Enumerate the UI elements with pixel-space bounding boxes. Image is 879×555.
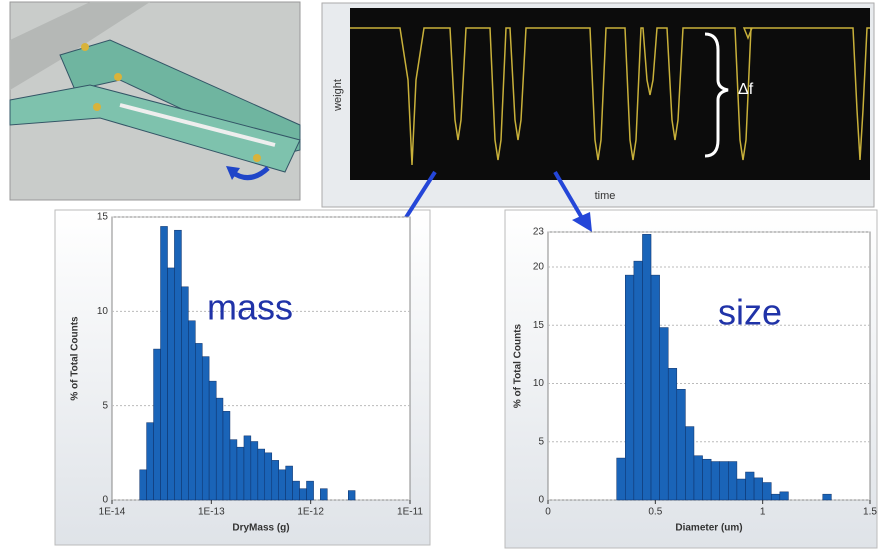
bar [348, 490, 356, 501]
bar [633, 260, 643, 501]
bar [188, 320, 196, 501]
y-tick-label: 15 [97, 212, 109, 223]
bar [693, 455, 703, 501]
y-tick-label: 0 [538, 495, 544, 506]
bar [736, 478, 746, 501]
y-tick-label: 20 [533, 262, 545, 273]
bar [719, 461, 729, 501]
annotation: mass [207, 287, 293, 328]
bar [625, 274, 635, 501]
y-tick-label: 23 [533, 227, 545, 238]
bar [771, 493, 781, 501]
x-tick-label: 1E-12 [297, 507, 324, 518]
bar [306, 480, 314, 501]
trace-x-label: time [595, 190, 616, 202]
bar [257, 448, 266, 501]
bar [229, 439, 238, 501]
x-tick-label: 0 [545, 507, 551, 518]
bar [299, 488, 307, 501]
trace-panel: Δf weight time [321, 2, 875, 208]
bar [667, 368, 678, 501]
bar [153, 348, 161, 501]
bar [710, 461, 720, 501]
bar [215, 397, 224, 501]
x-tick-label: 1E-11 [397, 507, 423, 518]
bar [642, 234, 652, 501]
bar [271, 460, 279, 501]
bar [702, 458, 712, 501]
bar [222, 411, 231, 501]
bar [243, 435, 252, 501]
bar [174, 229, 182, 501]
x-tick-label: 1.5 [863, 507, 877, 518]
bar [264, 452, 273, 501]
bar [753, 477, 763, 501]
y-tick-label: 10 [97, 306, 109, 317]
bar [181, 286, 189, 501]
bar [146, 422, 154, 501]
bar [659, 327, 669, 501]
y-tick-label: 0 [102, 495, 108, 506]
trace-annotation: Δf [738, 81, 754, 98]
y-tick-label: 10 [533, 378, 545, 389]
bar [236, 446, 245, 501]
bar [167, 267, 175, 501]
x-tick-label: 1E-14 [99, 507, 126, 518]
channel-diagram [9, 1, 301, 201]
trace-y-label: weight [332, 79, 344, 112]
x-tick-label: 0.5 [648, 507, 662, 518]
bar [195, 343, 203, 501]
bar [685, 426, 695, 501]
bar [676, 389, 686, 501]
bar [208, 380, 217, 501]
y-tick-label: 5 [538, 436, 544, 447]
y-tick-label: 5 [102, 400, 108, 411]
bar [762, 482, 772, 501]
bar [139, 469, 147, 501]
x-axis-title: Diameter (um) [675, 523, 742, 534]
bar [616, 457, 626, 501]
bar [250, 441, 259, 501]
bar [822, 493, 832, 501]
bar [292, 480, 300, 501]
bar [650, 274, 660, 501]
bar [320, 488, 328, 501]
y-axis-title: % of Total Counts [70, 316, 81, 401]
bar [160, 226, 168, 501]
bar [285, 465, 293, 501]
bar [728, 461, 738, 501]
bar [779, 491, 789, 501]
annotation: size [718, 292, 782, 333]
bar [745, 471, 755, 501]
y-tick-label: 15 [533, 320, 545, 331]
bar [278, 469, 286, 501]
x-tick-label: 1 [760, 507, 766, 518]
x-axis-title: DryMass (g) [232, 523, 289, 534]
x-tick-label: 1E-13 [198, 507, 225, 518]
y-axis-title: % of Total Counts [513, 323, 524, 408]
bar [201, 356, 210, 501]
